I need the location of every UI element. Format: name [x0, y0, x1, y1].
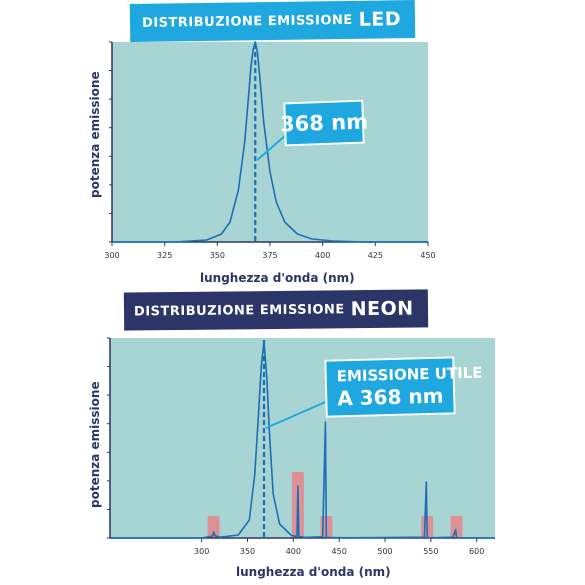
neon-useful-emission-callout: EMISSIONE UTILE A 368 nm [324, 356, 483, 418]
neon-emission-line [110, 341, 495, 539]
led-x-tick-label: 400 [315, 251, 330, 260]
neon-x-tick-label: 400 [286, 547, 301, 556]
led-x-tick-label: 350 [210, 251, 225, 260]
led-y-axis-label: potenza emissione [88, 71, 102, 198]
neon-x-tick-label: 600 [469, 547, 484, 556]
neon-title-accent: NEON [350, 297, 414, 321]
led-x-tick-label: 300 [104, 251, 119, 260]
led-title-accent: LED [358, 8, 402, 31]
led-chart-title: DISTRIBUZIONE EMISSIONE LED [129, 0, 416, 42]
neon-x-tick-label: 500 [377, 547, 392, 556]
neon-x-tick-label: 550 [423, 547, 438, 556]
led-x-tick-label: 450 [420, 251, 435, 260]
led-peak-callout: 368 nm [280, 99, 368, 147]
led-x-tick-label: 325 [157, 251, 172, 260]
led-callout-leader [256, 134, 287, 161]
neon-y-axis-label: potenza emissione [88, 381, 102, 508]
led-x-tick-label: 375 [262, 251, 277, 260]
led-title-text: DISTRIBUZIONE EMISSIONE [141, 12, 353, 31]
neon-callout-leader [265, 399, 331, 429]
led-plot-area [112, 42, 428, 242]
neon-callout-line2: A 368 nm [336, 383, 444, 411]
neon-chart-title: DISTRIBUZIONE EMISSIONE NEON [123, 289, 428, 331]
neon-x-axis-label: lunghezza d'onda (nm) [236, 565, 391, 579]
neon-x-tick-label: 450 [332, 547, 347, 556]
neon-x-tick-label: 300 [194, 547, 209, 556]
neon-x-tick-label: 350 [240, 547, 255, 556]
neon-title-text: DISTRIBUZIONE EMISSIONE [133, 301, 345, 319]
led-x-axis-label: lunghezza d'onda (nm) [200, 271, 355, 285]
neon-highlight-band [207, 516, 220, 538]
neon-highlight-band [450, 516, 463, 538]
led-x-tick-label: 425 [368, 251, 383, 260]
